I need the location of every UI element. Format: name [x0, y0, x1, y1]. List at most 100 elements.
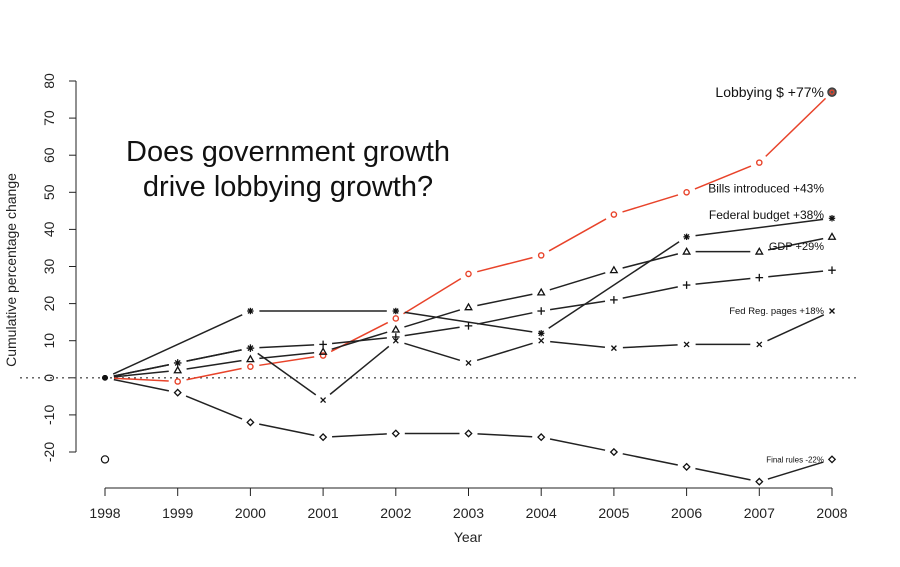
series-layer — [100, 87, 837, 486]
diamond-marker — [246, 418, 255, 427]
x-tick-label: 2005 — [598, 505, 629, 521]
y-tick-label: 30 — [41, 259, 57, 275]
cross-marker — [320, 397, 327, 404]
series-segment — [259, 423, 315, 437]
cross-b — [683, 341, 690, 348]
series-fed-reg-pages — [102, 308, 835, 404]
triangle-marker — [609, 265, 619, 274]
series-segment — [549, 300, 606, 311]
y-tick-label: 0 — [41, 374, 57, 382]
circle-marker — [319, 352, 327, 359]
y-tick-label: 10 — [41, 333, 57, 349]
plus-marker — [682, 281, 691, 289]
diamond-marker — [682, 462, 691, 471]
y-axis-title: Cumulative percentage change — [3, 173, 19, 367]
series-segment — [186, 359, 242, 370]
chart-title-line-1: Does government growth — [126, 136, 450, 168]
series-segment — [767, 314, 825, 342]
cross-b — [320, 397, 327, 404]
cross-b — [392, 337, 399, 344]
series-segment — [550, 340, 606, 348]
series-segment — [185, 395, 243, 420]
x-tick-label: 2007 — [744, 505, 775, 521]
plus-marker — [828, 266, 836, 275]
diamond-marker — [827, 455, 837, 464]
series-lobbying — [102, 87, 837, 385]
cross-b — [247, 345, 254, 352]
series-end-label: Fed Reg. pages +18% — [729, 306, 824, 317]
cross-marker — [683, 341, 690, 348]
x-tick-label: 2004 — [526, 505, 557, 521]
series-segment — [767, 237, 824, 251]
series-segment — [477, 433, 533, 438]
ast-d2 — [538, 330, 545, 337]
series-segment — [404, 342, 461, 362]
series-segment — [113, 364, 170, 377]
series-segment — [695, 218, 824, 237]
cross-marker — [465, 360, 472, 366]
series-segment — [622, 453, 678, 466]
lobbying-end-point — [827, 87, 837, 97]
plus-marker — [537, 307, 545, 315]
diamond-marker — [755, 477, 764, 486]
cross-marker — [174, 360, 181, 366]
plus-marker — [464, 322, 473, 330]
asterisk-marker — [392, 307, 399, 315]
asterisk-marker — [683, 233, 690, 241]
ast-d2 — [247, 308, 254, 314]
ast-d2 — [829, 215, 835, 222]
series-segment — [404, 326, 460, 337]
x-tick-label: 2001 — [308, 505, 339, 521]
plus-marker — [755, 273, 764, 282]
x-tick-label: 2003 — [453, 505, 484, 521]
triangle-marker — [318, 347, 328, 355]
x-axis-title: Year — [454, 529, 483, 545]
cross-b — [829, 308, 835, 314]
circle-marker — [465, 270, 472, 278]
series-segment — [331, 337, 387, 345]
series-segment — [112, 314, 243, 375]
cross-b — [756, 341, 763, 348]
series-segment — [113, 377, 169, 382]
y-tick-label: 60 — [41, 147, 57, 163]
series-segment — [257, 352, 317, 396]
plus-marker — [610, 296, 618, 304]
circle-marker — [392, 315, 400, 322]
x-tick-label: 2000 — [235, 505, 266, 521]
series-segment — [548, 241, 680, 329]
diamond-marker — [537, 433, 546, 442]
asterisk-marker — [247, 307, 254, 315]
series-end-label: Lobbying $ +77% — [715, 84, 824, 100]
diamond-marker — [609, 447, 619, 457]
asterisk-marker — [538, 330, 545, 337]
cross-marker — [829, 308, 835, 314]
circle-marker — [247, 363, 254, 370]
cross-b — [538, 337, 545, 344]
triangle-marker — [464, 302, 473, 311]
cross-b — [610, 345, 617, 352]
series-segment — [622, 194, 679, 213]
cross-marker — [756, 341, 763, 348]
series-segment — [622, 344, 678, 349]
circle-marker — [683, 188, 690, 196]
circle-marker — [610, 211, 618, 218]
series-segment — [186, 349, 242, 362]
y-tick-label: 70 — [41, 110, 57, 126]
cross-marker — [392, 337, 399, 344]
series-segment — [186, 367, 242, 381]
series-end-label: Bills introduced +43% — [708, 181, 824, 195]
y-axis: -20 -10 0 10 20 30 40 50 60 70 80 — [41, 73, 77, 462]
series-segment — [476, 342, 533, 362]
lobbying-end-point-inner — [829, 89, 835, 95]
triangle-marker — [245, 354, 255, 363]
series-segment — [477, 312, 533, 325]
open-circle-marker — [100, 455, 110, 464]
cross-marker — [610, 345, 617, 352]
series-segment — [549, 272, 606, 291]
series-end-label: Final rules -22% — [766, 455, 824, 464]
start-point — [102, 375, 108, 381]
diamond-marker — [391, 429, 400, 438]
x-tick-label: 1999 — [162, 505, 193, 521]
x-tick-label: 2002 — [380, 505, 411, 521]
series-segment — [622, 253, 679, 269]
